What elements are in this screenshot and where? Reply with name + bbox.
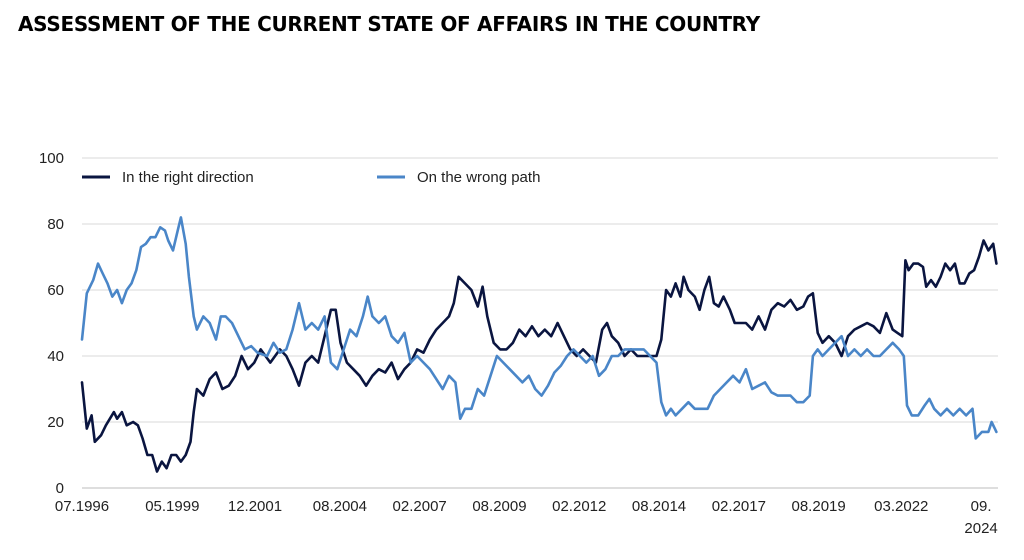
x-tick-label: 02.2007 — [393, 498, 447, 515]
x-tick-label: 02.2017 — [712, 498, 766, 515]
y-tick-label: 80 — [47, 216, 64, 233]
x-tick-label: 03.2022 — [874, 498, 928, 515]
series-lines — [80, 216, 998, 473]
y-tick-label: 60 — [47, 282, 64, 299]
y-tick-label: 40 — [47, 348, 64, 365]
x-tick-label: 12.2001 — [228, 498, 282, 515]
x-tick-label: 02.2012 — [552, 498, 606, 515]
x-tick-label: 08.2019 — [792, 498, 846, 515]
chart-title: ASSESSMENT OF THE CURRENT STATE OF AFFAI… — [18, 12, 760, 36]
legend: In the right direction On the wrong path — [82, 169, 540, 186]
x-tick-label: 08.2004 — [313, 498, 367, 515]
x-tick-label: 07.1996 — [55, 498, 109, 515]
y-tick-label: 20 — [47, 414, 64, 431]
x-axis-ticks: 07.1996 05.1999 12.2001 08.2004 02.2007 08.20… — [55, 498, 998, 537]
x-tick-label: 09. 2024 — [964, 498, 997, 537]
legend-label-1: In the right direction — [122, 169, 254, 186]
y-axis-ticks: 0 20 40 60 80 100 — [39, 150, 64, 497]
x-tick-label: 08.2009 — [472, 498, 526, 515]
series-line-1 — [80, 239, 998, 473]
y-tick-label: 0 — [56, 480, 64, 497]
x-tick-label: 08.2014 — [632, 498, 686, 515]
x-tick-label: 05.1999 — [145, 498, 199, 515]
legend-label-2: On the wrong path — [417, 169, 540, 186]
gridlines — [82, 157, 998, 489]
y-tick-label: 100 — [39, 150, 64, 167]
series-line-2 — [80, 216, 998, 440]
